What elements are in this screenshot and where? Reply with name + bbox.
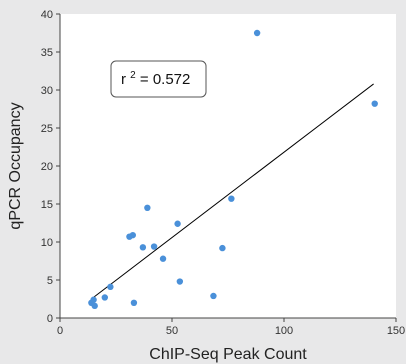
- annotation-text: r 2 = 0.572: [121, 65, 190, 88]
- data-point: [159, 255, 167, 262]
- y-tick-label: 15: [41, 199, 53, 211]
- y-tick-label: 10: [41, 237, 53, 249]
- data-point: [139, 244, 147, 251]
- y-axis-title: qPCR Occupancy: [7, 102, 24, 229]
- annotation-box: [110, 60, 207, 98]
- y-tick-label: 35: [41, 47, 53, 59]
- data-point: [144, 204, 151, 211]
- y-tick-label: 5: [47, 275, 53, 287]
- data-point: [107, 283, 114, 291]
- data-point: [219, 244, 226, 252]
- regression-line: [91, 83, 374, 300]
- x-tick-label: 150: [387, 325, 405, 337]
- data-point: [210, 292, 217, 300]
- r-squared-annotation: r 2 = 0.572: [110, 60, 207, 98]
- y-tick-label: 40: [41, 9, 53, 21]
- plot-area: [60, 14, 396, 318]
- x-tick-label: 0: [57, 325, 63, 337]
- annotation-base: r: [121, 71, 126, 88]
- data-point: [129, 231, 136, 239]
- data-point: [130, 299, 138, 306]
- data-point: [176, 278, 184, 285]
- y-tick-label: 20: [41, 161, 53, 173]
- data-point: [253, 29, 261, 37]
- data-point: [371, 100, 378, 107]
- data-point: [101, 294, 109, 301]
- annotation-exponent: 2: [130, 70, 136, 81]
- data-point: [228, 195, 235, 202]
- data-point: [174, 220, 181, 227]
- annotation-value: = 0.572: [140, 71, 190, 88]
- data-point: [90, 296, 97, 303]
- data-point: [150, 243, 158, 250]
- data-point: [91, 302, 98, 310]
- y-tick-label: 25: [41, 123, 53, 135]
- x-tick-label: 100: [275, 325, 293, 337]
- x-tick-label: 50: [166, 325, 178, 337]
- y-tick-label: 30: [41, 85, 53, 97]
- x-axis-title: ChIP-Seq Peak Count: [149, 346, 307, 363]
- y-tick-label: 0: [47, 313, 53, 325]
